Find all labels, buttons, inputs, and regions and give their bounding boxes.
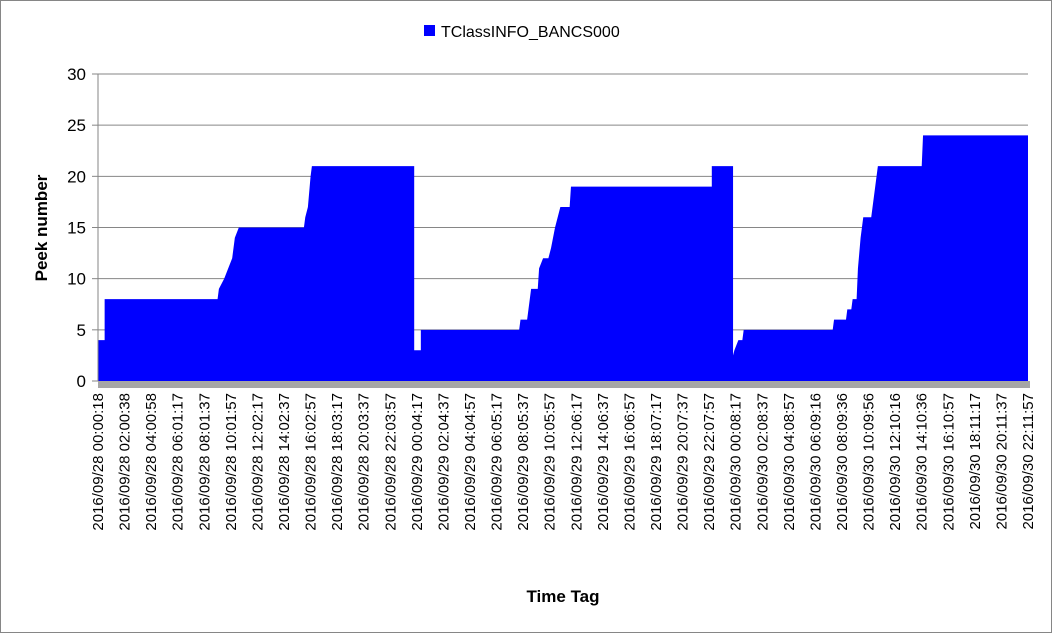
x-tick-label: 2016/09/28 06:01:17 — [170, 393, 187, 531]
x-tick-label: 2016/09/30 00:08:17 — [728, 393, 745, 531]
x-tick-label: 2016/09/28 00:00:18 — [90, 393, 107, 531]
x-tick-label: 2016/09/28 18:03:17 — [329, 393, 346, 531]
x-tick-label: 2016/09/30 06:09:16 — [807, 393, 824, 531]
x-tick-label: 2016/09/29 22:07:57 — [701, 393, 718, 531]
x-tick-label: 2016/09/30 02:08:37 — [754, 393, 771, 531]
x-tick-label: 2016/09/29 02:04:37 — [435, 393, 452, 531]
x-tick-label: 2016/09/28 08:01:37 — [196, 393, 213, 531]
x-tick-label: 2016/09/30 18:11:17 — [967, 393, 984, 530]
x-tick-label: 2016/09/30 14:10:36 — [914, 393, 931, 531]
legend-swatch — [424, 25, 435, 36]
y-tick-label: 15 — [67, 219, 86, 238]
x-tick-label: 2016/09/30 10:09:56 — [861, 393, 878, 531]
y-tick-label: 0 — [77, 372, 86, 391]
legend: TClassINFO_BANCS000 — [424, 24, 620, 41]
y-tick-label: 5 — [77, 321, 86, 340]
x-axis-title: Time Tag — [526, 587, 599, 606]
x-tick-label: 2016/09/29 16:06:57 — [621, 393, 638, 531]
x-tick-label: 2016/09/28 16:02:57 — [303, 393, 320, 531]
series-area-0 — [98, 135, 1028, 381]
y-axis-title: Peek number — [32, 174, 51, 281]
y-axis-ticks: 0 5 10 15 20 25 30 — [67, 65, 99, 391]
x-tick-label: 2016/09/30 04:08:57 — [781, 393, 798, 531]
x-tick-label: 2016/09/29 08:05:37 — [515, 393, 532, 531]
x-tick-label: 2016/09/29 10:05:57 — [542, 393, 559, 531]
x-tick-label: 2016/09/29 04:04:57 — [462, 393, 479, 531]
x-tick-label: 2016/09/28 22:03:57 — [382, 393, 399, 531]
x-tick-label: 2016/09/29 06:05:17 — [489, 393, 506, 531]
plot-floor — [98, 381, 1030, 388]
x-tick-label: 2016/09/29 18:07:17 — [648, 393, 665, 531]
x-tick-label: 2016/09/30 12:10:16 — [887, 393, 904, 531]
x-tick-label: 2016/09/28 02:00:38 — [117, 393, 134, 531]
x-tick-label: 2016/09/30 16:10:57 — [940, 393, 957, 531]
x-tick-label: 2016/09/28 20:03:37 — [356, 393, 373, 531]
x-tick-label: 2016/09/28 04:00:58 — [143, 393, 160, 531]
y-tick-label: 10 — [67, 270, 86, 289]
x-tick-label: 2016/09/29 14:06:37 — [595, 393, 612, 531]
y-tick-label: 30 — [67, 65, 86, 84]
y-tick-label: 25 — [67, 116, 86, 135]
x-tick-label: 2016/09/28 14:02:37 — [276, 393, 293, 531]
x-tick-label: 2016/09/28 12:02:17 — [249, 393, 266, 531]
x-tick-label: 2016/09/28 10:01:57 — [223, 393, 240, 531]
plot-area — [98, 135, 1030, 388]
x-tick-label: 2016/09/29 20:07:37 — [675, 393, 692, 531]
x-axis-ticks: 2016/09/28 00:00:18 2016/09/28 02:00:38 20… — [90, 393, 1037, 531]
x-tick-label: 2016/09/30 08:09:36 — [834, 393, 851, 531]
y-tick-label: 20 — [67, 167, 86, 186]
x-tick-label: 2016/09/30 20:11:37 — [993, 393, 1010, 530]
x-tick-label: 2016/09/29 12:06:17 — [568, 393, 585, 531]
x-tick-label: 2016/09/29 00:04:17 — [409, 393, 426, 531]
legend-label: TClassINFO_BANCS000 — [441, 24, 620, 41]
x-tick-label: 2016/09/30 22:11:57 — [1020, 393, 1037, 530]
